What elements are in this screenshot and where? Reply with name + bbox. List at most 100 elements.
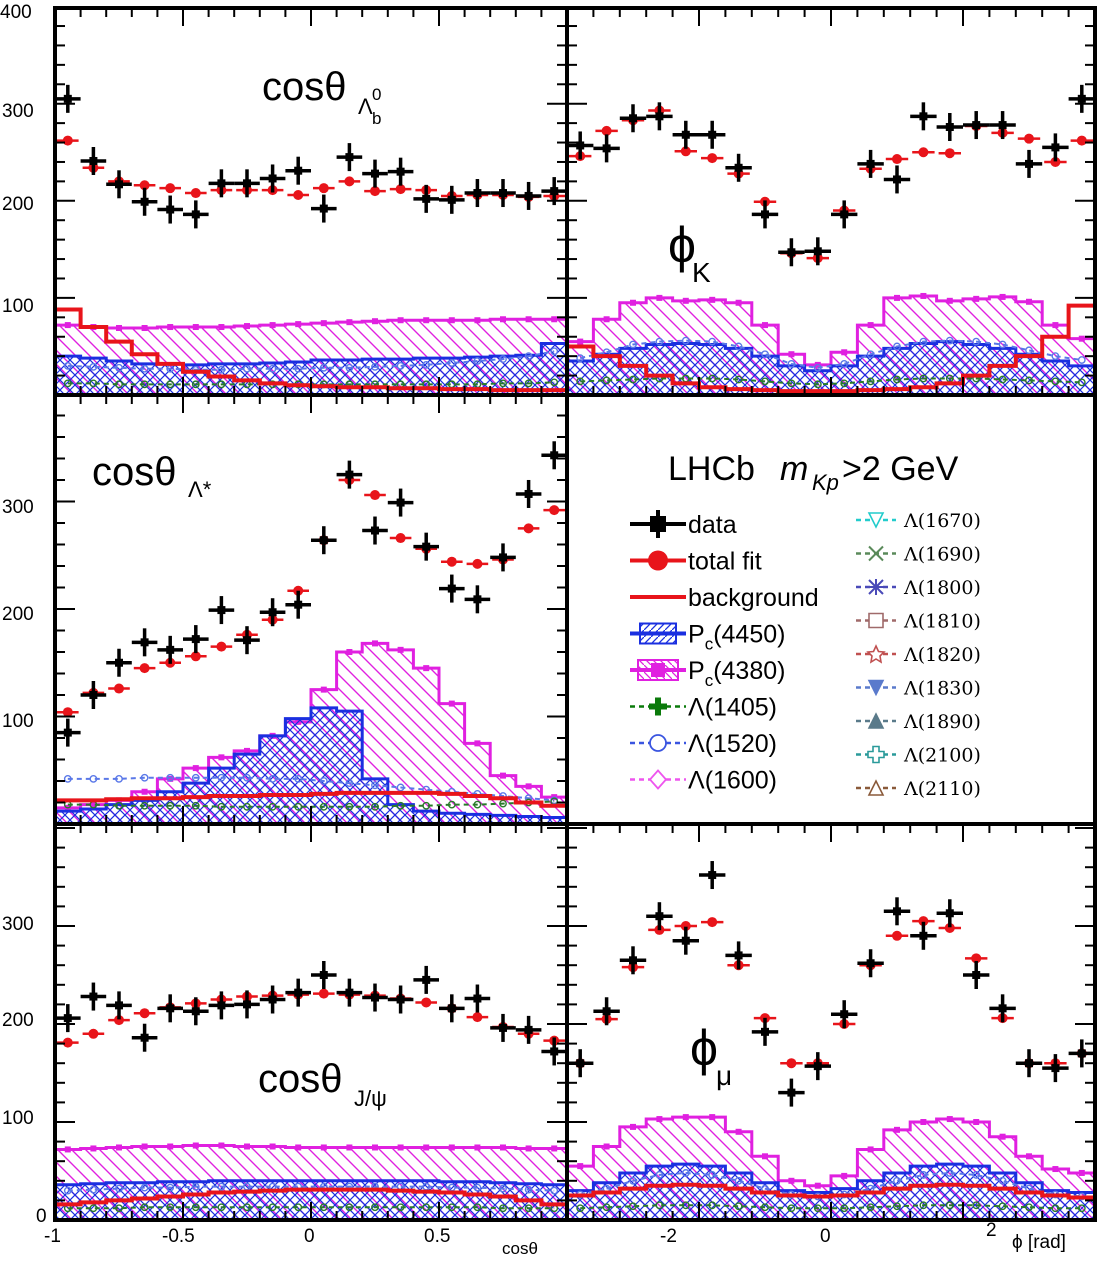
legend-entry: Pc(4450) [630,621,785,654]
svg-text:LHCb: LHCb [668,450,755,488]
lambda-component-point [217,1203,226,1212]
svg-text:300: 300 [2,101,34,122]
fit-point [680,146,691,157]
pc4380-point [1078,1169,1085,1176]
fit-point [370,490,380,501]
data-point [345,153,354,162]
pc4380-point [448,700,455,707]
lambda-component-point [422,1203,431,1212]
pc4380-point [448,317,455,324]
data-point [89,156,98,165]
fit-point [472,1012,483,1023]
pc4380-point [1052,1166,1059,1173]
legend-entry: Λ(1670) [856,510,981,532]
data-point [243,179,251,188]
lambda-component-point [945,1169,954,1177]
pc4380-point [372,640,378,647]
data-point [63,728,72,737]
legend-entry: Λ(1810) [856,611,981,633]
svg-text:0: 0 [36,1206,47,1227]
lambda-component-point [499,355,507,363]
lambda-component-point [893,1202,901,1211]
lambda-component-point [115,363,123,372]
lambda-component-point [319,1203,328,1212]
pc4380-point [630,1123,636,1130]
fit-point [1050,156,1061,167]
data-point [166,205,175,214]
data-point [972,971,981,979]
legend-left-column: data total fit background Pc(4450)Pc(4380) Λ… [630,510,819,795]
panel-title-cos-jpsi: cosθ J/ψ [258,1057,387,1111]
lambda-component-point [1077,1204,1086,1213]
lambda-component-point [840,379,849,388]
svg-text:J/ψ: J/ψ [354,1086,387,1111]
lambda-component-point [655,1201,664,1210]
lambda-component-point [708,1201,717,1210]
lambda-component-point [243,773,251,782]
lambda-component-point [813,380,822,389]
fit-point [918,147,929,158]
data-point [945,909,954,918]
lambda-component-point [191,801,200,810]
fit-point [446,556,457,567]
lambda-component-point [734,342,743,351]
data-point [602,1007,611,1016]
pc4380-point [372,318,378,325]
legend-entry: Λ(1890) [856,711,981,733]
svg-text:0: 0 [304,1226,315,1247]
svg-text:-2: -2 [660,1226,677,1247]
lambda-component-point [524,1185,533,1194]
data-point [473,189,482,198]
background-line [55,307,567,393]
legend-entry: Λ(1820) [856,644,981,666]
lambda-component-point [63,774,72,783]
svg-text:-0.5: -0.5 [162,1226,195,1247]
data-point [166,1004,175,1013]
lambda-component-point [655,337,664,346]
fit-point [421,997,432,1008]
svg-text:2: 2 [986,1220,997,1241]
legend-entry: Λ(1800) [856,577,981,599]
lambda-component-line [579,339,1082,369]
lambda-component-line [580,1204,1082,1210]
legend-label: Λ(2110) [903,778,981,800]
lambda-component-point [734,375,743,384]
pc4380-point [1078,335,1085,342]
background-line [55,790,567,808]
data-point [499,1023,507,1032]
data-point [681,936,690,945]
pc4380-line [55,1144,567,1151]
svg-text:300: 300 [2,914,34,935]
pc4380-point [320,320,327,327]
data-point [191,210,200,219]
legend-label: background [688,584,819,612]
data-point [1051,1064,1060,1073]
svg-text:0: 0 [820,1226,831,1247]
data-point [813,247,822,256]
pc4380-point [141,1143,148,1150]
lambda-component-point [893,375,901,384]
lambda-component-point [813,363,822,372]
data-point [576,1059,585,1068]
data-point [243,1000,251,1009]
legend-label: Λ(1690) [903,544,981,566]
data-point [499,189,507,198]
lambda-component-point [629,375,637,384]
panel-cos-theta-lambda-b [54,8,568,396]
fit-point [707,153,718,164]
fit-point [190,651,201,662]
lambda-component-point [422,360,431,369]
data-point [761,210,769,219]
pc4380-point [90,801,97,808]
pc4380-point [141,788,148,795]
pc4380-point [244,323,250,330]
svg-text:0: 0 [372,85,381,104]
svg-text:cosθ: cosθ [258,1057,343,1101]
data-point [345,988,354,997]
data-point [422,542,431,551]
data-point [319,204,328,213]
data-point [191,635,200,644]
lambda-component-point [972,1201,981,1210]
pc4380-point [423,665,430,672]
lambda-component-point [422,801,431,810]
